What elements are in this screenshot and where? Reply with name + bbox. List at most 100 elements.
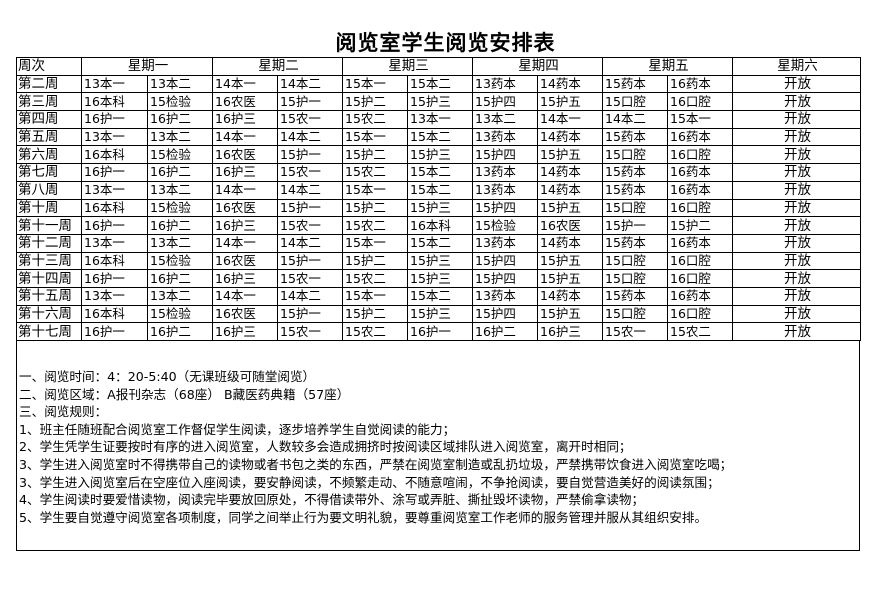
class-cell: 16护三 <box>212 110 278 129</box>
week-cell: 第十四周 <box>16 269 82 288</box>
class-cell: 16药本 <box>667 233 733 253</box>
class-cell: 15药本 <box>602 286 668 306</box>
class-cell: 14本二 <box>602 110 668 129</box>
class-cell: 16农医 <box>212 145 278 165</box>
saturday-cell: 开放 <box>732 110 861 129</box>
class-cell: 14药本 <box>537 286 603 306</box>
class-cell: 15检验 <box>147 251 213 271</box>
class-cell: 16护三 <box>212 216 278 235</box>
class-cell: 15本一 <box>342 74 408 94</box>
class-cell: 15护四 <box>472 92 538 112</box>
class-cell: 15检验 <box>147 198 213 218</box>
table-row: 第十五周 13本一 13本二 14本一 14本二 15本一 15本二 13药本 14药本 15药本… <box>16 286 861 306</box>
class-cell: 15农一 <box>277 110 343 129</box>
class-cell: 15检验 <box>472 216 538 235</box>
class-cell: 13本二 <box>147 127 213 147</box>
class-cell: 15农二 <box>667 322 733 341</box>
class-cell: 15口腔 <box>602 251 668 271</box>
class-cell: 14本二 <box>277 233 343 253</box>
saturday-cell: 开放 <box>732 198 861 218</box>
class-cell: 16护一 <box>81 110 148 129</box>
note-line: 3、学生进入阅览室后在空座位入座阅读，要安静阅读，不频繁走动、不随意喧闹，不争抢… <box>19 474 720 490</box>
class-cell: 14药本 <box>537 127 603 147</box>
class-cell: 14本一 <box>212 180 278 200</box>
class-cell: 13药本 <box>472 163 538 182</box>
table-row: 第三周 16本科 15检验 16农医 15护一 15护二 15护三 15护四 15护五 15口腔 1… <box>16 92 861 112</box>
class-cell: 16药本 <box>667 163 733 182</box>
saturday-cell: 开放 <box>732 180 861 200</box>
note-line: 一、阅览时间：4：20-5:40（无课班级可随堂阅览） <box>19 369 316 384</box>
class-cell: 15护五 <box>537 269 603 288</box>
week-cell: 第七周 <box>16 163 82 182</box>
class-cell: 16护二 <box>472 322 538 341</box>
class-cell: 14本二 <box>277 74 343 94</box>
class-cell: 15农二 <box>342 163 408 182</box>
class-cell: 13本二 <box>147 286 213 306</box>
day-header-wednesday: 星期三 <box>342 57 473 76</box>
class-cell: 16农医 <box>212 251 278 271</box>
class-cell: 16护二 <box>147 110 213 129</box>
class-cell: 15口腔 <box>602 269 668 288</box>
saturday-cell: 开放 <box>732 269 861 288</box>
class-cell: 13药本 <box>472 286 538 306</box>
header-row: 周次 星期一 星期二 星期三 星期四 星期五 星期六 <box>16 57 861 76</box>
class-cell: 16药本 <box>667 286 733 306</box>
class-cell: 15检验 <box>147 92 213 112</box>
class-cell: 15护五 <box>537 145 603 165</box>
class-cell: 16药本 <box>667 127 733 147</box>
class-cell: 14本一 <box>212 74 278 94</box>
class-cell: 15本二 <box>407 180 473 200</box>
class-cell: 15本一 <box>667 110 733 129</box>
week-cell: 第五周 <box>16 127 82 147</box>
class-cell: 16口腔 <box>667 198 733 218</box>
week-cell: 第二周 <box>16 74 82 94</box>
class-cell: 15护五 <box>537 92 603 112</box>
class-cell: 13本二 <box>147 233 213 253</box>
class-cell: 14药本 <box>537 163 603 182</box>
class-cell: 15护二 <box>342 304 408 324</box>
class-cell: 16本科 <box>81 92 148 112</box>
class-cell: 16农医 <box>537 216 603 235</box>
table-row: 第六周 16本科 15检验 16农医 15护一 15护二 15护三 15护四 15护五 15口腔 1… <box>16 145 861 165</box>
class-cell: 15检验 <box>147 304 213 324</box>
week-cell: 第十七周 <box>16 322 82 341</box>
class-cell: 16护三 <box>212 163 278 182</box>
class-cell: 15护一 <box>277 251 343 271</box>
class-cell: 16本科 <box>81 251 148 271</box>
class-cell: 16护一 <box>81 163 148 182</box>
class-cell: 15农二 <box>342 322 408 341</box>
class-cell: 16农医 <box>212 198 278 218</box>
class-cell: 15护三 <box>407 251 473 271</box>
class-cell: 13本一 <box>81 127 148 147</box>
class-cell: 15药本 <box>602 233 668 253</box>
table-row: 第四周 16护一 16护二 16护三 15农一 15农二 13本一 13本二 14本一 14本二 1… <box>16 110 861 129</box>
class-cell: 16护三 <box>212 322 278 341</box>
class-cell: 15本二 <box>407 233 473 253</box>
class-cell: 15护二 <box>342 92 408 112</box>
class-cell: 13药本 <box>472 233 538 253</box>
table-row: 第八周 13本一 13本二 14本一 14本二 15本一 15本二 13药本 14药本 15药本 1… <box>16 180 861 200</box>
class-cell: 15药本 <box>602 163 668 182</box>
day-header-tuesday: 星期二 <box>212 57 343 76</box>
class-cell: 16护二 <box>147 163 213 182</box>
class-cell: 15农一 <box>277 216 343 235</box>
table-row: 第十七周 16护一 16护二 16护三 15农一 15农二 16护一 16护二 16护三 15农一… <box>16 322 861 341</box>
class-cell: 15护三 <box>407 269 473 288</box>
class-cell: 14本一 <box>212 286 278 306</box>
saturday-cell: 开放 <box>732 233 861 253</box>
class-cell: 13药本 <box>472 180 538 200</box>
class-cell: 15护二 <box>667 216 733 235</box>
class-cell: 16药本 <box>667 180 733 200</box>
day-header-monday: 星期一 <box>81 57 213 76</box>
class-cell: 15口腔 <box>602 198 668 218</box>
class-cell: 15护五 <box>537 198 603 218</box>
note-line: 三、阅览规则： <box>19 404 108 420</box>
class-cell: 13本二 <box>472 110 538 129</box>
class-cell: 16本科 <box>81 145 148 165</box>
class-cell: 15护三 <box>407 198 473 218</box>
class-cell: 15护四 <box>472 304 538 324</box>
class-cell: 15农二 <box>342 110 408 129</box>
class-cell: 15本一 <box>342 127 408 147</box>
class-cell: 15口腔 <box>602 92 668 112</box>
class-cell: 15护一 <box>277 198 343 218</box>
